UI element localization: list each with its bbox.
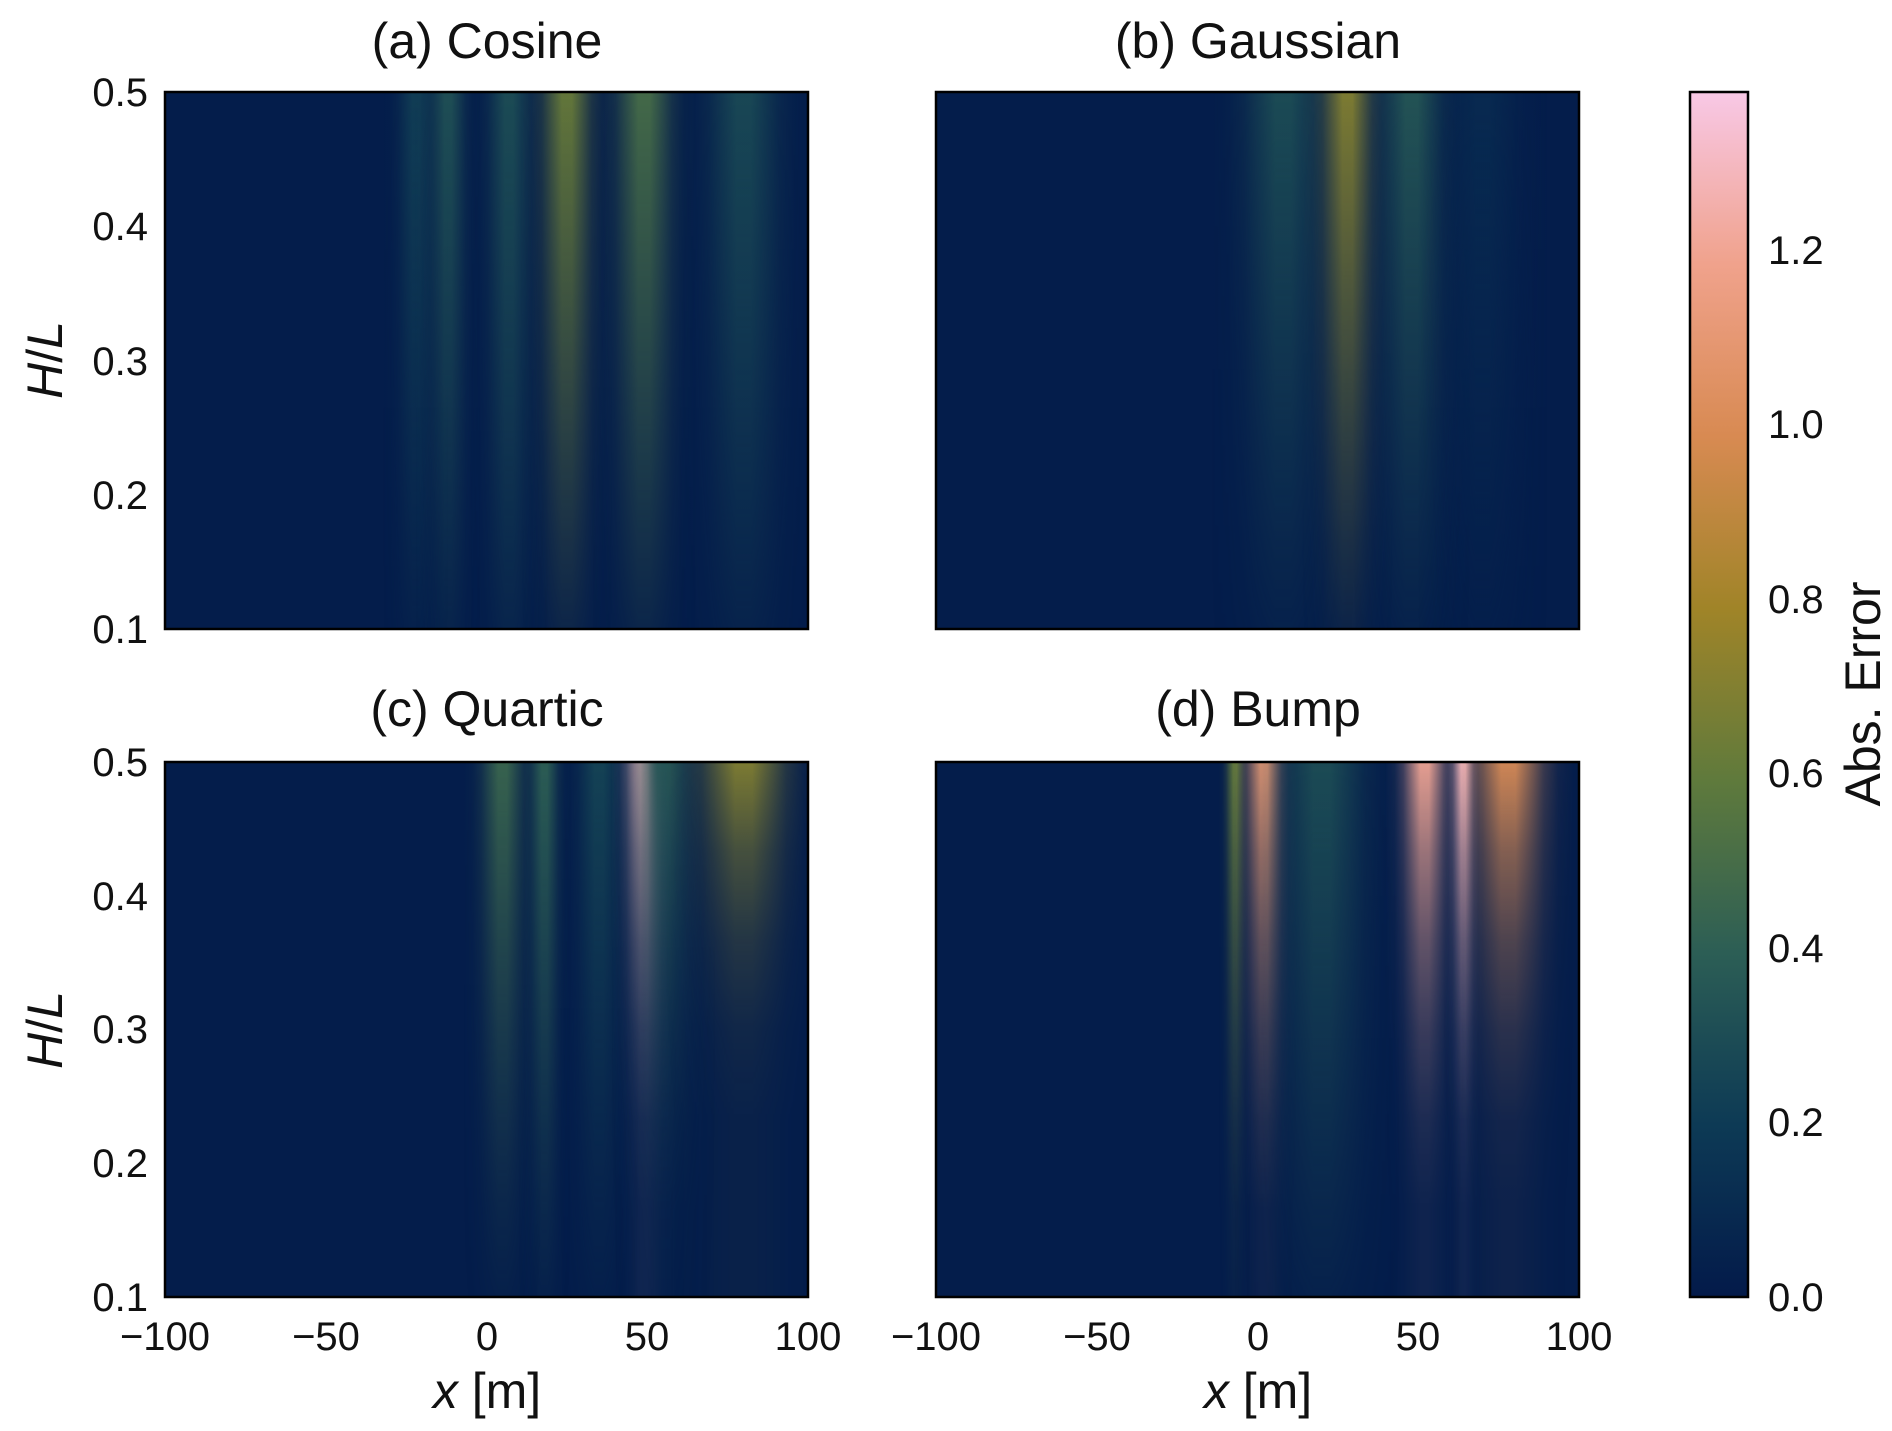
panel-d: (d) Bump −100 −50 0 50 100 x [m] [891,681,1612,1419]
x-tick-label: 100 [775,1315,842,1359]
y-tick-label: 0.2 [92,474,148,518]
plot-frame [934,760,1581,1299]
x-tick-label: 50 [625,1315,670,1359]
panel-title: (a) Cosine [372,13,603,69]
x-tick-labels: −100 −50 0 50 100 [120,1315,841,1359]
x-tick-label: −50 [292,1315,360,1359]
x-tick-label: −100 [891,1315,981,1359]
y-tick-label: 0.4 [92,205,148,249]
y-tick-label: 0.1 [92,1276,148,1320]
heatmap-band [1418,92,1547,629]
x-tick-label: 100 [1546,1315,1613,1359]
colorbar-tick-label: 0.4 [1768,927,1824,971]
colorbar-tick-label: 0.6 [1768,752,1824,796]
panel-title: (d) Bump [1155,681,1361,737]
x-tick-label: 50 [1396,1315,1441,1359]
x-tick-label: 0 [476,1315,498,1359]
heatmap-band [679,92,808,629]
y-tick-label: 0.5 [92,741,148,785]
colorbar-tick-label: 0.2 [1768,1101,1824,1145]
x-tick-label: −50 [1063,1315,1131,1359]
heatmap [165,92,808,629]
panel-title: (c) Quartic [370,681,603,737]
y-tick-label: 0.4 [92,875,148,919]
plot-frame [163,760,810,1299]
y-tick-label: 0.1 [92,608,148,652]
colorbar-gradient [1690,92,1748,1297]
colorbar-tick-label: 0.8 [1768,578,1824,622]
x-axis-label: x [m] [1202,1363,1312,1419]
colorbar: 0.0 0.2 0.4 0.6 0.8 1.0 1.2 Abs. Error [1688,90,1891,1320]
y-tick-labels: 0.1 0.2 0.3 0.4 0.5 [92,71,148,652]
plot-frame [934,90,1581,631]
heatmap-band [592,92,696,629]
plot-frame [163,90,810,631]
panel-b: (b) Gaussian [934,13,1581,631]
panel-a: (a) Cosine 0.1 0.2 0.3 0.4 0.5 H/L [17,13,810,652]
panel-c: (c) Quartic 0.1 0.2 0.3 0.4 0.5 −100 −50… [17,681,841,1419]
x-tick-label: −100 [120,1315,210,1359]
panel-title: (b) Gaussian [1115,13,1401,69]
heatmap [936,762,1579,1297]
x-tick-labels: −100 −50 0 50 100 [891,1315,1612,1359]
heatmap [936,92,1579,629]
colorbar-tick-labels: 0.0 0.2 0.4 0.6 0.8 1.0 1.2 [1768,229,1824,1320]
y-tick-label: 0.2 [92,1142,148,1186]
colorbar-tick-label: 1.2 [1768,229,1824,273]
y-tick-label: 0.3 [92,340,148,384]
heatmap-band [415,92,481,629]
heatmap-band [1244,762,1399,1297]
y-axis-label: H/L [17,321,73,399]
colorbar-frame [1688,90,1750,1299]
y-axis-label: H/L [17,991,73,1069]
colorbar-tick-label: 1.0 [1768,403,1824,447]
x-tick-label: 0 [1247,1315,1269,1359]
y-tick-label: 0.5 [92,71,148,115]
colorbar-tick-label: 0.0 [1768,1276,1824,1320]
heatmap [165,762,808,1297]
y-tick-label: 0.3 [92,1008,148,1052]
colorbar-label: Abs. Error [1835,581,1891,806]
heatmap-band [666,762,808,1297]
heatmap-band [1443,762,1573,1297]
y-tick-labels: 0.1 0.2 0.3 0.4 0.5 [92,741,148,1320]
x-axis-label: x [m] [431,1363,541,1419]
